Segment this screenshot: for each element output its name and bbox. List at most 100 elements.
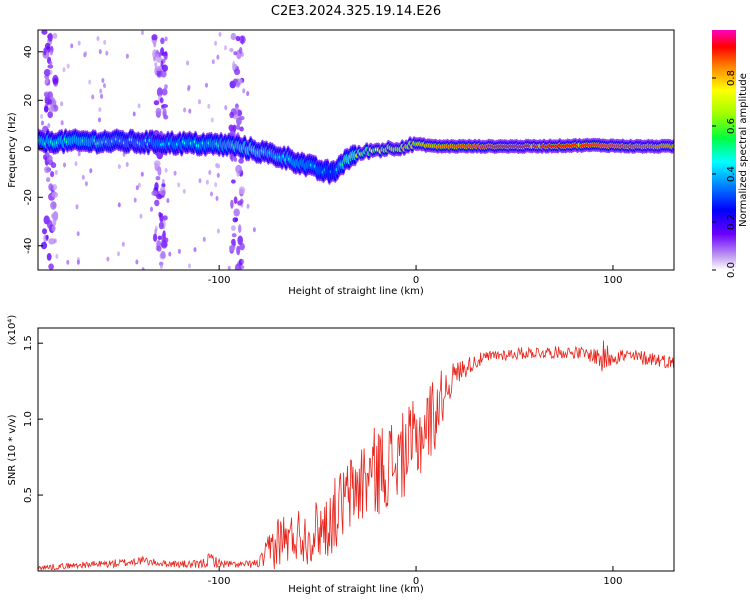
noise-column-1-speckle — [153, 233, 158, 242]
background-speckle — [214, 40, 218, 46]
noise-column-0-speckle — [51, 184, 58, 191]
background-speckle — [81, 174, 85, 180]
noise-column-0-speckle — [50, 162, 57, 169]
background-speckle — [77, 151, 81, 157]
snr-plot-area — [38, 340, 674, 571]
background-speckle — [235, 106, 239, 112]
noise-column-1-speckle — [160, 240, 168, 249]
spectrogram-y-tick-label: -20 — [23, 189, 34, 205]
background-speckle — [133, 197, 137, 203]
colorbar-ticks: 0.0 0.2 0.4 0.6 0.8 — [712, 70, 737, 278]
background-speckle — [193, 247, 197, 253]
background-speckle — [252, 227, 256, 233]
noise-column-0-speckle — [48, 183, 54, 191]
background-speckle — [103, 39, 107, 45]
noise-column-2-speckle — [229, 47, 234, 53]
background-speckle — [198, 178, 202, 184]
snr-y-tick-label: 0.5 — [23, 487, 34, 503]
background-speckle — [187, 84, 191, 90]
noise-column-2-speckle — [239, 115, 245, 121]
background-speckle — [211, 59, 215, 65]
snr-x-tick-label: 0 — [413, 576, 419, 587]
background-speckle — [216, 228, 220, 234]
background-speckle — [241, 259, 245, 264]
noise-column-1-speckle — [153, 100, 160, 106]
colorbar-label: Normalized spectral amplitude — [738, 73, 749, 227]
background-speckle — [98, 117, 101, 123]
noise-column-0-speckle — [50, 201, 57, 210]
background-speckle — [103, 83, 106, 89]
background-speckle — [66, 259, 70, 265]
background-speckle — [164, 36, 168, 42]
spectrogram-panel: -100 0 100 -40 -20 0 20 40 Height of straight … — [7, 29, 675, 297]
noise-column-1-speckle — [163, 55, 168, 61]
background-speckle — [202, 236, 206, 242]
noise-column-0-speckle — [44, 166, 51, 174]
noise-column-0-speckle — [43, 105, 49, 113]
noise-column-2-speckle — [237, 235, 243, 246]
background-speckle — [158, 52, 162, 58]
noise-column-0-speckle — [51, 213, 55, 219]
background-speckle — [132, 111, 136, 117]
background-speckle — [150, 206, 153, 212]
background-speckle — [76, 259, 80, 265]
noise-column-0-speckle — [47, 98, 53, 105]
background-speckle — [208, 170, 212, 175]
noise-column-1-speckle — [162, 64, 168, 72]
noise-column-0-speckle — [41, 30, 48, 35]
background-speckle — [242, 88, 246, 94]
noise-column-2-speckle — [229, 111, 235, 119]
noise-column-1-speckle — [159, 212, 164, 223]
noise-column-0-speckle — [52, 32, 58, 39]
background-speckle — [216, 172, 220, 178]
noise-column-0-speckle — [48, 238, 56, 245]
background-speckle — [166, 198, 170, 204]
background-speckle — [54, 170, 58, 175]
noise-column-2-speckle — [238, 186, 246, 195]
background-speckle — [227, 265, 231, 270]
background-speckle — [210, 117, 214, 123]
snr-x-tick-label: 100 — [603, 576, 622, 587]
snr-y-tick-label: 1.0 — [23, 411, 34, 427]
background-speckle — [125, 53, 129, 59]
noise-column-1-speckle — [160, 70, 167, 78]
background-speckle — [188, 263, 191, 269]
noise-column-2-speckle — [230, 32, 237, 41]
spectrogram-frame — [37, 29, 675, 271]
background-speckle — [214, 182, 218, 188]
noise-column-2-speckle — [230, 239, 236, 245]
noise-column-2-speckle — [232, 61, 236, 71]
noise-column-0-speckle — [45, 234, 49, 240]
background-speckle — [117, 164, 121, 170]
background-speckle — [139, 213, 143, 219]
noise-column-0-speckle — [43, 69, 51, 77]
background-speckle — [60, 101, 64, 107]
noise-column-0-speckle — [51, 225, 56, 232]
noise-column-2-speckle — [229, 244, 236, 252]
noise-column-0-speckle — [40, 241, 48, 250]
noise-column-2-speckle — [231, 233, 237, 238]
background-speckle — [70, 43, 74, 49]
spectrogram-x-tick-label: 100 — [603, 275, 622, 286]
background-speckle — [45, 78, 49, 83]
noise-column-0-speckle — [45, 177, 51, 183]
background-speckle — [44, 92, 48, 98]
noise-column-2-speckle — [235, 35, 241, 42]
snr-x-ticks: -100 0 100 — [208, 566, 623, 587]
background-speckle — [182, 188, 186, 194]
noise-column-1-speckle — [161, 104, 168, 108]
noise-column-1-speckle — [156, 240, 162, 248]
background-speckle — [100, 93, 104, 99]
noise-column-0-speckle — [44, 42, 51, 50]
background-speckle — [125, 162, 129, 167]
background-speckle — [224, 45, 227, 51]
noise-column-2-speckle — [235, 124, 241, 130]
background-speckle — [207, 103, 211, 109]
background-speckle — [198, 99, 201, 105]
spectrogram-y-tick-label: 0 — [23, 146, 34, 152]
noise-column-1-speckle — [161, 88, 168, 96]
background-speckle — [137, 182, 141, 188]
snr-panel: -100 0 100 0.5 1.0 1.5 Height of straight li… — [7, 315, 675, 595]
noise-column-2-speckle — [234, 68, 241, 76]
background-speckle — [154, 228, 158, 234]
